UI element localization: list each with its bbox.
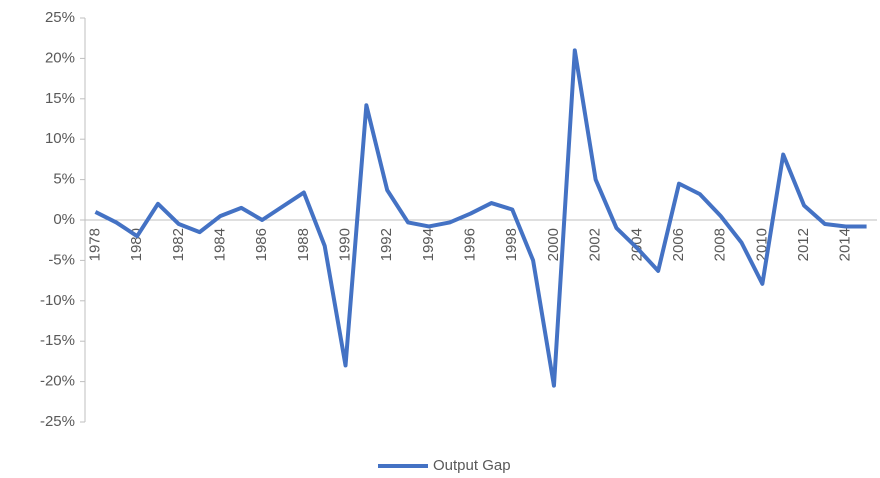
x-tick-label: 1992 xyxy=(378,228,395,261)
y-tick-label: 15% xyxy=(45,90,75,107)
y-tick-label: -15% xyxy=(40,332,75,349)
x-tick-label: 2012 xyxy=(795,228,812,261)
x-tick-label: 2008 xyxy=(712,228,729,261)
legend-label: Output Gap xyxy=(433,457,511,474)
y-tick-label: 10% xyxy=(45,130,75,147)
x-tick-label: 1978 xyxy=(86,228,103,261)
y-tick-label: 20% xyxy=(45,49,75,66)
x-tick-label: 1980 xyxy=(128,228,145,261)
y-tick-label: -20% xyxy=(40,373,75,390)
x-tick-label: 1982 xyxy=(170,228,187,261)
x-tick-label: 1998 xyxy=(503,228,520,261)
x-tick-label: 1996 xyxy=(462,228,479,261)
y-tick-label: 5% xyxy=(53,171,75,188)
x-tick-label: 1990 xyxy=(336,228,353,261)
y-tick-label: 25% xyxy=(45,9,75,26)
x-tick-label: 2014 xyxy=(837,228,854,261)
x-tick-label: 1984 xyxy=(211,228,228,261)
x-tick-label: 1986 xyxy=(253,228,270,261)
x-tick-label: 2006 xyxy=(670,228,687,261)
y-tick-label: 0% xyxy=(53,211,75,228)
y-tick-label: -10% xyxy=(40,292,75,309)
x-tick-label: 2000 xyxy=(545,228,562,261)
series-line xyxy=(94,48,867,388)
x-tick-label: 1988 xyxy=(295,228,312,261)
x-tick-label: 1994 xyxy=(420,228,437,261)
y-tick-label: -25% xyxy=(40,413,75,430)
y-tick-label: -5% xyxy=(48,251,75,268)
x-tick-label: 2002 xyxy=(587,228,604,261)
